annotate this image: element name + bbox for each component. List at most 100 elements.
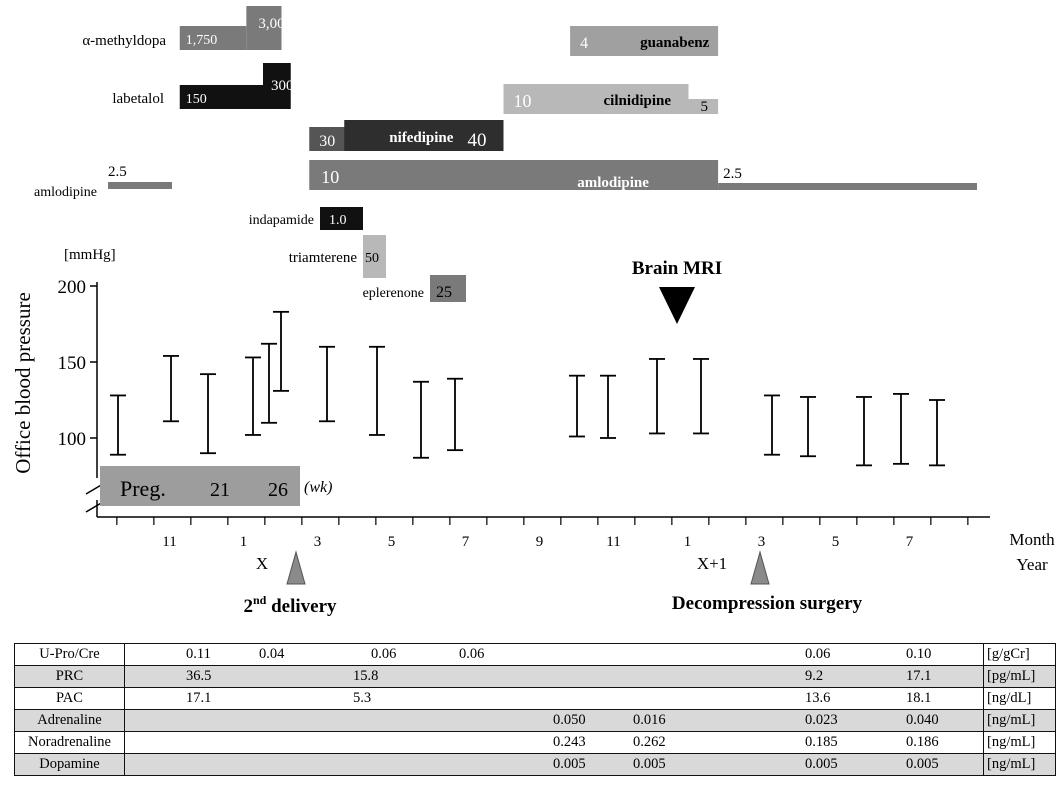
lab-row-unit: [ng/dL] (983, 687, 1056, 710)
med-dose-eplerenone: 25 (436, 284, 452, 301)
lab-value: 0.023 (805, 712, 838, 728)
y-axis-unit: [mmHg] (64, 247, 116, 263)
pregnancy-unit: (wk) (304, 479, 332, 496)
med-bar-amlodipine-main (309, 160, 719, 190)
lab-row: PAC 17.1 5.3 13.6 18.1 [ng/dL] (14, 687, 1056, 710)
event-label-brain-mri: Brain MRI (632, 258, 722, 279)
med-bar-methyldopa-low (179, 26, 247, 50)
pregnancy-band (100, 466, 300, 506)
pregnancy-week-21: 21 (210, 479, 230, 501)
med-bar-labetalol-low (179, 85, 263, 109)
lab-value: 5.3 (353, 690, 372, 706)
x-axis-year-label: Year (1016, 555, 1048, 574)
med-bar-labetalol-high (263, 63, 291, 109)
x-year-label: X+1 (697, 554, 727, 573)
lab-row-unit: [pg/mL] (983, 665, 1056, 688)
lab-value: 0.06 (459, 646, 485, 662)
lab-row: U-Pro/Cre 0.11 0.04 0.06 0.06 0.06 0.10 [g/gCr] (14, 643, 1056, 666)
x-tick-label: 1 (684, 534, 692, 550)
lab-row-name: PAC (14, 687, 125, 710)
x-tick-label: 9 (536, 534, 544, 550)
med-bar-cilnidipine-high (503, 84, 689, 114)
x-tick-label: 3 (314, 534, 322, 550)
lab-row-values: 0.005 0.005 0.005 0.005 (124, 753, 984, 776)
x-tick-label: 1 (240, 534, 248, 550)
lab-value: 0.06 (371, 646, 397, 662)
surgery-marker-icon (750, 550, 770, 585)
med-bar-amlodipine-early (108, 182, 172, 189)
med-dose-amlodipine-early: 2.5 (108, 164, 127, 180)
lab-row: Noradrenaline 0.243 0.262 0.185 0.186 [ng/mL] (14, 731, 1056, 754)
lab-value: 0.11 (186, 646, 211, 662)
lab-value: 0.186 (906, 734, 939, 750)
lab-row: PRC 36.5 15.8 9.2 17.1 [pg/mL] (14, 665, 1056, 688)
timeline-chart: α-methyldopa 1,750 3,000 4 guanabenz labetalo… (11, 6, 1055, 617)
lab-value: 18.1 (906, 690, 932, 706)
lab-row-name: Dopamine (14, 753, 125, 776)
lab-row-name: Noradrenaline (14, 731, 125, 754)
med-dose-amlodipine-main: 10 (321, 167, 339, 187)
event-label-delivery: 2nd delivery (243, 593, 337, 617)
lab-value: 0.262 (633, 734, 666, 750)
lab-value: 15.8 (353, 668, 379, 684)
med-label-guanabenz: guanabenz (640, 35, 710, 51)
lab-value: 0.04 (259, 646, 285, 662)
med-bar-methyldopa-high (246, 6, 282, 50)
x-axis-month-label: Month (1009, 530, 1055, 549)
med-dose-amlodipine-late: 2.5 (723, 166, 742, 182)
lab-value: 9.2 (805, 668, 824, 684)
med-bar-indapamide (320, 207, 363, 230)
med-bar-triamterene (363, 235, 386, 278)
lab-values-table: U-Pro/Cre 0.11 0.04 0.06 0.06 0.06 0.10 [g/gCr]… (14, 643, 1056, 776)
x-year-label: X (256, 554, 268, 573)
x-tick-label: 5 (832, 534, 840, 550)
lab-value: 0.243 (553, 734, 586, 750)
med-dose-nifedipine-high: 40 (468, 130, 487, 151)
med-dose-labetalol-high: 300 (271, 78, 294, 94)
med-dose-indapamide: 1.0 (329, 213, 347, 228)
med-dose-cilnidipine-low: 5 (701, 99, 709, 115)
y-tick-label-200: 200 (58, 277, 87, 298)
med-label-amlodipine-main: amlodipine (577, 175, 649, 191)
brain-mri-marker-icon (659, 287, 695, 324)
med-dose-cilnidipine-high: 10 (514, 91, 532, 111)
med-dose-methyldopa-high: 3,000 (258, 16, 292, 32)
med-dose-triamterene: 50 (365, 251, 379, 266)
med-label-triamterene: triamterene (289, 250, 358, 266)
lab-row-unit: [ng/mL] (983, 731, 1056, 754)
lab-row-name: U-Pro/Cre (14, 643, 125, 666)
lab-value: 17.1 (186, 690, 212, 706)
lab-row: Dopamine 0.005 0.005 0.005 0.005 [ng/mL] (14, 753, 1056, 776)
med-label-indapamide: indapamide (249, 213, 314, 228)
x-tick-label: 5 (388, 534, 396, 550)
pregnancy-week-26: 26 (268, 479, 288, 501)
lab-value: 0.10 (906, 646, 932, 662)
lab-value: 0.050 (553, 712, 586, 728)
lab-value: 17.1 (906, 668, 932, 684)
lab-row-values: 0.11 0.04 0.06 0.06 0.06 0.10 (124, 643, 984, 666)
med-label-amlodipine-left: amlodipine (34, 185, 97, 200)
med-bar-nifedipine-high (344, 120, 504, 151)
lab-row-name: Adrenaline (14, 709, 125, 732)
lab-value: 0.005 (906, 756, 939, 772)
y-axis-label: Office blood pressure (11, 292, 35, 474)
med-dose-labetalol-low: 150 (186, 92, 207, 107)
med-label-labetalol: labetalol (112, 91, 164, 107)
lab-row-unit: [ng/mL] (983, 709, 1056, 732)
med-bar-amlodipine-late (718, 183, 977, 190)
lab-row-values: 0.243 0.262 0.185 0.186 (124, 731, 984, 754)
x-tick-label: 11 (162, 534, 176, 550)
med-label-methyldopa: α-methyldopa (82, 33, 166, 49)
med-label-eplerenone: eplerenone (363, 286, 424, 301)
med-bar-cilnidipine-low (688, 99, 719, 114)
med-label-cilnidipine: cilnidipine (604, 93, 672, 109)
x-tick-label: 7 (906, 534, 914, 550)
lab-row-name: PRC (14, 665, 125, 688)
lab-value: 0.005 (805, 756, 838, 772)
lab-value: 36.5 (186, 668, 212, 684)
lab-row-values: 36.5 15.8 9.2 17.1 (124, 665, 984, 688)
lab-value: 0.016 (633, 712, 666, 728)
med-dose-guanabenz: 4 (580, 35, 588, 52)
x-tick-label: 3 (758, 534, 766, 550)
